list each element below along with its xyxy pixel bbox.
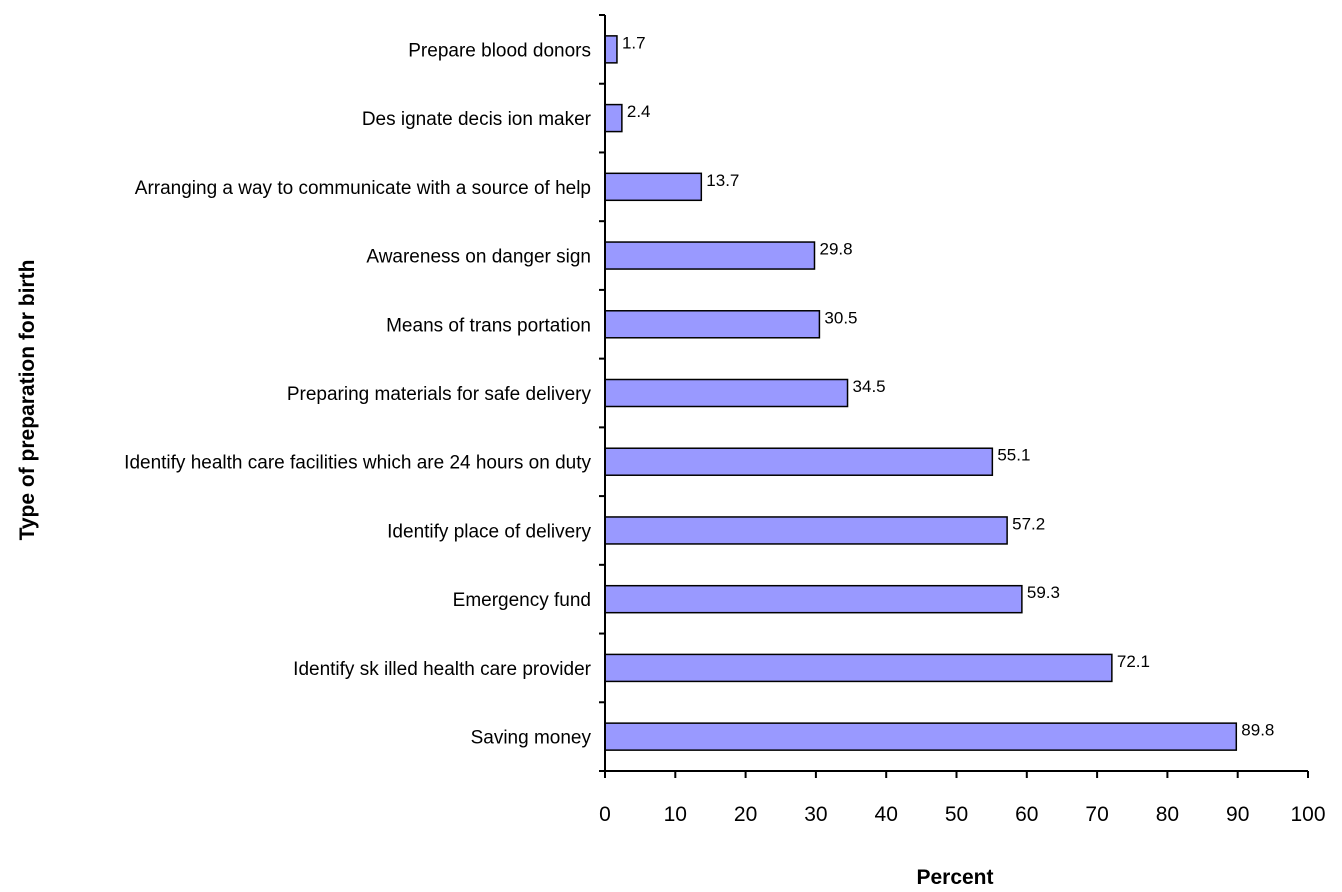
bar: [604, 447, 994, 476]
bar: [604, 378, 849, 408]
category-label: Des ignate decis ion maker: [362, 109, 592, 130]
bars-group: [604, 35, 1238, 751]
value-label: 55.1: [997, 446, 1030, 465]
category-label: Prepare blood donors: [408, 40, 591, 61]
bar: [604, 516, 1008, 545]
x-tick-label: 40: [875, 803, 898, 826]
category-label: Arranging a way to communicate with a so…: [135, 178, 591, 199]
x-tick-label: 80: [1156, 803, 1179, 826]
category-label: Means of trans portation: [386, 315, 591, 336]
bar: [604, 172, 703, 202]
x-tick-label: 50: [945, 803, 968, 826]
value-label: 57.2: [1012, 514, 1045, 533]
category-label: Identify sk illed health care provider: [293, 659, 591, 680]
ticks-group: 0 10 20 30 40 50 60 70 80 90 100: [599, 14, 1326, 826]
value-label: 2.4: [627, 102, 651, 121]
category-labels-group: Prepare blood donors Des ignate decis ion…: [124, 40, 591, 748]
bar: [604, 35, 618, 64]
bar: [604, 103, 623, 133]
value-label: 59.3: [1027, 583, 1060, 602]
value-labels-group: 1.7 2.4 13.7 29.8 30.5 34.5 55.1 57.2 59.3 72.1 89…: [622, 33, 1274, 739]
category-label: Identify health care facilities which ar…: [124, 453, 591, 474]
x-tick-label: 70: [1085, 803, 1108, 826]
category-label: Preparing materials for safe delivery: [287, 384, 592, 405]
category-label: Emergency fund: [453, 590, 591, 611]
category-label: Awareness on danger sign: [366, 247, 591, 268]
category-label: Identify place of delivery: [387, 521, 591, 542]
bar: [604, 722, 1238, 751]
x-tick-label: 0: [599, 803, 611, 826]
value-label: 34.5: [853, 377, 886, 396]
x-tick-label: 30: [804, 803, 827, 826]
value-label: 1.7: [622, 33, 646, 52]
bar: [604, 584, 1023, 614]
bar: [604, 653, 1113, 683]
x-axis-title: Percent: [916, 866, 993, 889]
value-label: 29.8: [819, 240, 852, 259]
value-label: 89.8: [1241, 721, 1274, 740]
x-tick-label: 20: [734, 803, 757, 826]
bar: [604, 310, 821, 339]
category-label: Saving money: [471, 728, 592, 749]
x-tick-label: 90: [1226, 803, 1249, 826]
y-axis-title: Type of preparation for birth: [16, 260, 39, 541]
x-tick-label: 100: [1290, 803, 1325, 826]
value-label: 72.1: [1117, 652, 1150, 671]
x-tick-label: 10: [664, 803, 687, 826]
x-tick-label: 60: [1015, 803, 1038, 826]
bar: [604, 241, 816, 270]
value-label: 13.7: [706, 171, 739, 190]
value-label: 30.5: [824, 308, 857, 327]
